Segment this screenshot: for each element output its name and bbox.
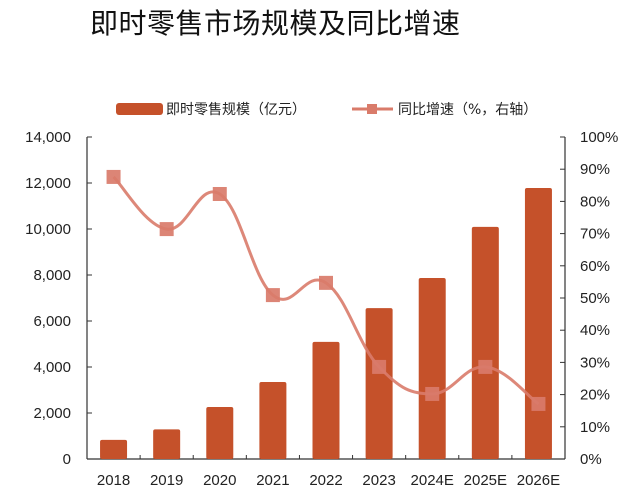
right-y-tick-label: 20% [580, 387, 610, 404]
line-marker [265, 288, 280, 303]
left-y-tick-label: 12,000 [25, 175, 71, 192]
right-y-tick-label: 90% [580, 161, 610, 178]
left-y-tick-label: 6,000 [33, 313, 71, 330]
bar [153, 429, 181, 459]
right-y-tick-label: 10% [580, 419, 610, 436]
right-y-tick-label: 70% [580, 226, 610, 243]
bar [524, 188, 552, 459]
chart-title: 即时零售市场规模及同比增速 [90, 7, 461, 40]
bar [365, 308, 393, 459]
line-marker [478, 359, 493, 374]
line-series [106, 169, 546, 411]
bar [471, 226, 499, 459]
bar [100, 439, 128, 459]
left-y-tick-label: 0 [63, 451, 71, 468]
line-marker [212, 186, 227, 201]
bar [312, 341, 340, 459]
x-tick-label: 2022 [309, 472, 342, 489]
x-tick-label: 2019 [150, 472, 183, 489]
right-y-tick-label: 100% [580, 129, 618, 146]
x-tick-label: 2025E [464, 472, 507, 489]
x-tick-label: 2018 [97, 472, 130, 489]
left-y-tick-label: 4,000 [33, 359, 71, 376]
right-y-tick-label: 60% [580, 258, 610, 275]
right-y-tick-label: 0% [580, 451, 602, 468]
left-y-tick-label: 10,000 [25, 221, 71, 238]
line-marker [319, 275, 333, 290]
line-marker [531, 396, 546, 411]
x-tick-label: 2020 [203, 472, 236, 489]
x-axis-labels: 2018 2019 2020 2021 2022 2023 2024E 2025E 2026E [97, 472, 560, 489]
x-tick-label: 2024E [411, 472, 454, 489]
legend-bar-label: 即时零售规模（亿元） [166, 102, 306, 118]
left-y-tick-label: 2,000 [33, 405, 71, 422]
right-y-tick-label: 50% [580, 290, 610, 307]
x-tick-label: 2023 [362, 472, 395, 489]
line-marker [106, 169, 121, 184]
right-y-tick-label: 30% [580, 354, 610, 371]
x-tick-label: 2026E [517, 472, 560, 489]
bar [259, 381, 287, 459]
line-marker [425, 386, 440, 401]
left-y-tick-label: 8,000 [33, 267, 71, 284]
legend-bar-swatch [116, 103, 163, 115]
legend-line-marker [367, 104, 377, 114]
legend: 即时零售规模（亿元） 同比增速（%，右轴） [116, 102, 537, 118]
legend-line-label: 同比增速（%，右轴） [398, 102, 537, 118]
left-y-tick-label: 14,000 [25, 129, 71, 146]
bar-series [100, 188, 552, 459]
bar [206, 407, 234, 459]
right-y-tick-label: 80% [580, 193, 610, 210]
right-y-tick-label: 40% [580, 322, 610, 339]
line-marker [159, 222, 174, 237]
axes: 0 2,000 4,000 6,000 8,000 10,000 12,000 14,000 0… [25, 129, 618, 468]
line-marker [372, 359, 387, 374]
x-tick-label: 2021 [256, 472, 289, 489]
bar [418, 277, 446, 459]
